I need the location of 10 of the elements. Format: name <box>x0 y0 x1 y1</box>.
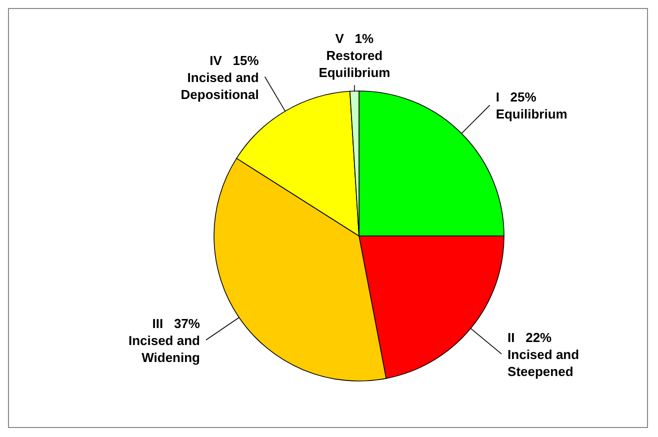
slice-label: Incised and Depositional <box>180 70 259 102</box>
data-label: III 37% <box>152 316 200 331</box>
slice-label: Incised and Widening <box>128 332 200 365</box>
slice-label: Incised and Steepened <box>508 346 580 379</box>
slice-label: Equilibrium <box>496 106 568 122</box>
slice-label: Restored Equilibrium <box>318 48 390 80</box>
data-label: II 22% <box>508 330 552 345</box>
data-label: I 25% <box>496 90 537 105</box>
data-label: IV 15% <box>210 52 260 68</box>
data-label: V 1% <box>335 31 374 46</box>
